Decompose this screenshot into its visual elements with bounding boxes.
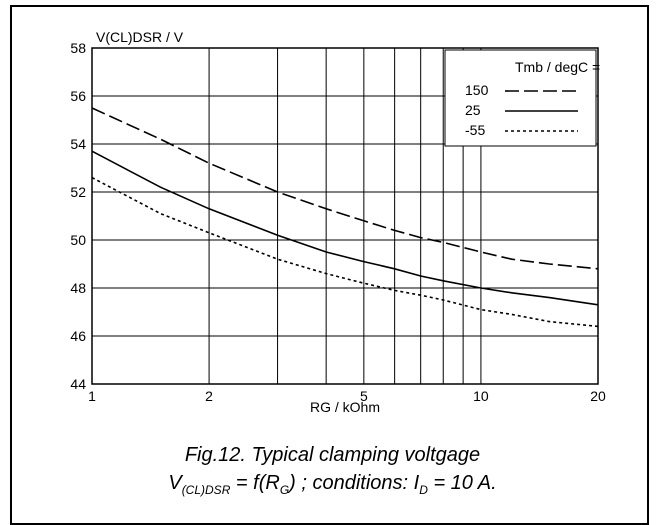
y-tick-label: 54 <box>70 136 86 152</box>
y-tick-label: 56 <box>70 88 86 104</box>
series-lines <box>91 107 599 328</box>
legend-label--55: -55 <box>465 122 485 138</box>
y-tick-label: 48 <box>70 280 86 296</box>
series-line-25 <box>91 150 599 306</box>
y-tick-label: 44 <box>70 376 86 392</box>
plot-area-border <box>91 47 599 385</box>
y-tick-label: 46 <box>70 328 86 344</box>
caption-line-2: V(CL)DSR = f(RG) ; conditions: ID = 10 A… <box>0 472 665 497</box>
legend-label-150: 150 <box>465 82 489 98</box>
x-axis-label: RG / kOhm <box>310 399 380 415</box>
y-tick-label: 52 <box>70 184 86 200</box>
series-line--55 <box>91 176 599 328</box>
caption-r-sub: G <box>279 483 290 497</box>
x-tick-label: 10 <box>473 388 489 404</box>
legend: Tmb / degC = 150 25 -55 <box>444 49 600 147</box>
caption-end: = 10 A. <box>427 472 497 494</box>
x-tick-label: 5 <box>360 388 368 404</box>
caption-mid2: ) ; conditions: I <box>289 472 420 494</box>
legend-box <box>444 49 597 147</box>
caption-v-sub: (CL)DSR <box>181 483 231 497</box>
legend-label-25: 25 <box>465 102 481 118</box>
legend-title: Tmb / degC = <box>515 59 600 75</box>
x-tick-label: 1 <box>88 388 96 404</box>
caption-mid: = f(R <box>230 472 280 494</box>
caption-i-sub: D <box>419 483 428 497</box>
x-tick-label: 2 <box>205 388 213 404</box>
y-tick-label: 58 <box>70 40 86 56</box>
x-tick-label: 20 <box>590 388 606 404</box>
y-axis-label: V(CL)DSR / V <box>96 29 184 45</box>
caption-v: V <box>168 472 182 494</box>
y-tick-label: 50 <box>70 232 86 248</box>
caption-line-1: Fig.12. Typical clamping voltgage <box>184 444 481 466</box>
series-line-150 <box>91 107 599 270</box>
